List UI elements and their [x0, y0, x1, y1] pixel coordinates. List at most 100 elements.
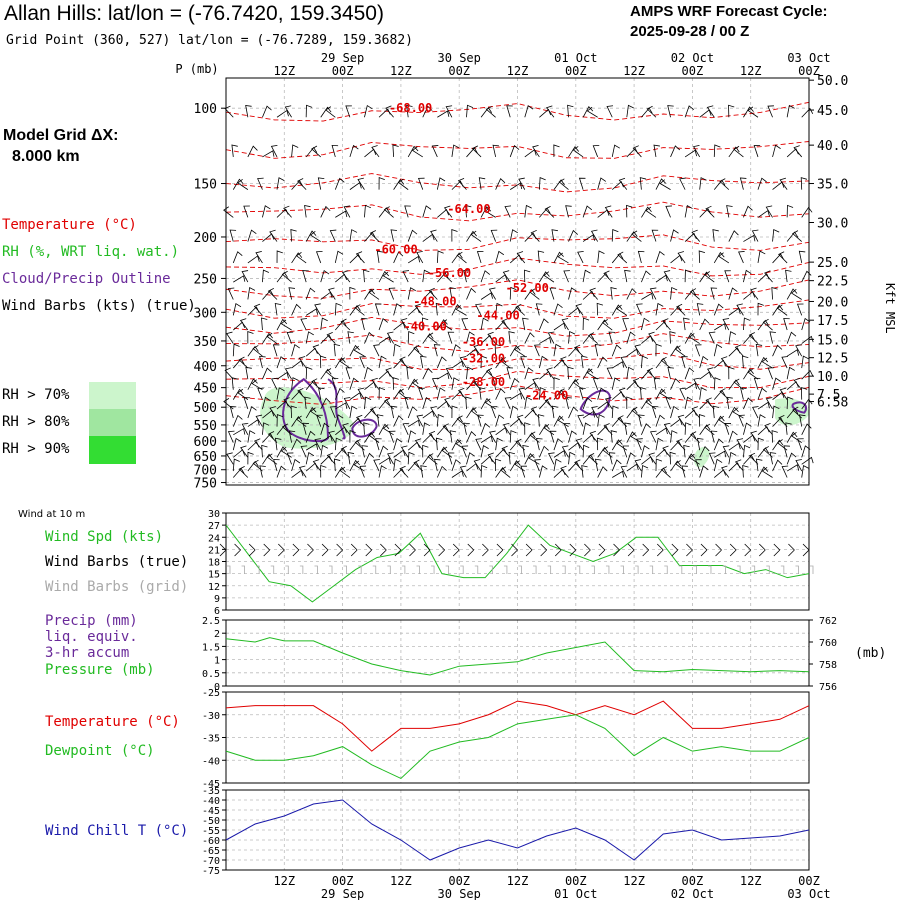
- wind-barb: [640, 355, 648, 369]
- wind-barb: [524, 204, 532, 218]
- wind-barb: [597, 387, 607, 400]
- wind-barb: [449, 287, 456, 300]
- wind-barb: [757, 209, 770, 218]
- wind-barb: [435, 437, 443, 451]
- wind-barb: [683, 317, 690, 331]
- wind-barb: [626, 288, 637, 300]
- wind-barb: [231, 144, 238, 157]
- wind-barb: [597, 250, 605, 263]
- wind-barb: [436, 465, 447, 478]
- wind-barb: [524, 453, 535, 465]
- wind-barb: [422, 233, 435, 242]
- temperature-contour-label: -64.00: [447, 202, 490, 216]
- wind-barb: [670, 418, 683, 427]
- wind-barb: [451, 405, 458, 419]
- wind-barb: [328, 287, 336, 300]
- wind-barb: [387, 452, 394, 465]
- wind-barb: [515, 304, 526, 316]
- height-tick-label: 25.0: [817, 256, 848, 271]
- wind-barb: [412, 379, 423, 391]
- wind-barb: [364, 366, 373, 380]
- surface-wind-barb-true: [744, 543, 751, 557]
- wind-barb: [501, 445, 511, 458]
- wind-barb: [724, 422, 732, 435]
- wind-barb: [538, 387, 546, 400]
- wind-barb: [298, 356, 307, 369]
- wind-barb: [695, 459, 702, 472]
- wind-barb: [404, 397, 411, 410]
- wind-barb: [649, 287, 657, 300]
- wind-barb: [514, 345, 526, 357]
- wind-barb: [291, 458, 301, 472]
- wind-barb: [611, 391, 624, 400]
- wind-barb: [247, 460, 259, 472]
- pressure-right-tick-label: 760: [819, 638, 837, 649]
- windchill-panel-tick-label: -65: [202, 846, 220, 857]
- wind-barb: [575, 303, 584, 316]
- wind-barb: [436, 250, 444, 263]
- wind-barb: [291, 344, 300, 357]
- wind-barb: [378, 387, 386, 400]
- wind-barb: [538, 177, 546, 190]
- wind-barb: [502, 270, 511, 283]
- wind-barb: [553, 415, 565, 427]
- wind-barb: [231, 377, 239, 390]
- wind-barb: [262, 367, 272, 380]
- wind-barb: [710, 287, 718, 300]
- wind-barb: [247, 405, 257, 419]
- surface-wind-barb-grid: [285, 565, 289, 574]
- wind-barb: [778, 415, 788, 427]
- time-tick-label: 00Z: [448, 64, 470, 78]
- wind-barb: [262, 422, 270, 435]
- wind-barb: [516, 414, 526, 427]
- wind-barb: [280, 319, 292, 331]
- wind-barb: [297, 388, 307, 400]
- wind-barb: [557, 252, 569, 264]
- wind-barb: [247, 229, 257, 242]
- wind-barb: [361, 445, 368, 458]
- wind-barb: [739, 177, 747, 190]
- wind-barb: [786, 288, 798, 300]
- height-tick-label: 7.5: [817, 388, 840, 403]
- wind-barb: [490, 406, 498, 419]
- bottom-time-tick-label: 12Z: [740, 874, 762, 888]
- wind-barb: [495, 437, 503, 451]
- wind-barb: [261, 444, 268, 458]
- wind-barb: [728, 307, 741, 316]
- wind-barb: [714, 359, 726, 369]
- wind-barb: [669, 331, 676, 344]
- wind-barb: [329, 229, 337, 242]
- wind-panel-tick-label: 27: [208, 521, 220, 532]
- wind-barb: [333, 458, 341, 472]
- wind-barb: [626, 463, 639, 472]
- wind-barb: [553, 359, 566, 369]
- wind-barb: [665, 397, 673, 410]
- wind-barb: [500, 357, 511, 369]
- wind-barb: [267, 431, 278, 443]
- wind-barb: [516, 251, 526, 264]
- wind-barb: [779, 387, 788, 400]
- wind-barb: [724, 270, 731, 283]
- temperature-contour-label: -28.00: [462, 375, 505, 389]
- wind-barb: [300, 445, 308, 458]
- wind-barb: [699, 371, 712, 380]
- wind-barb: [262, 396, 271, 410]
- wind-barb: [363, 422, 370, 435]
- wind-barb: [473, 344, 482, 357]
- wind-barb: [786, 148, 799, 158]
- wind-barb: [646, 105, 657, 118]
- wind-barb: [356, 414, 365, 427]
- wind-barb: [266, 453, 278, 465]
- bottom-time-tick-label: 00Z: [682, 874, 704, 888]
- wind-barb: [305, 331, 314, 344]
- wind-barb: [722, 445, 730, 458]
- wind-barb: [653, 377, 661, 390]
- wind-barb: [677, 251, 686, 264]
- wind-barb: [495, 250, 505, 264]
- wind-barb: [237, 179, 249, 190]
- wind-barb: [691, 406, 701, 419]
- legend-precip-accum: 3-hr accum: [45, 645, 130, 661]
- wind-barb: [504, 397, 512, 410]
